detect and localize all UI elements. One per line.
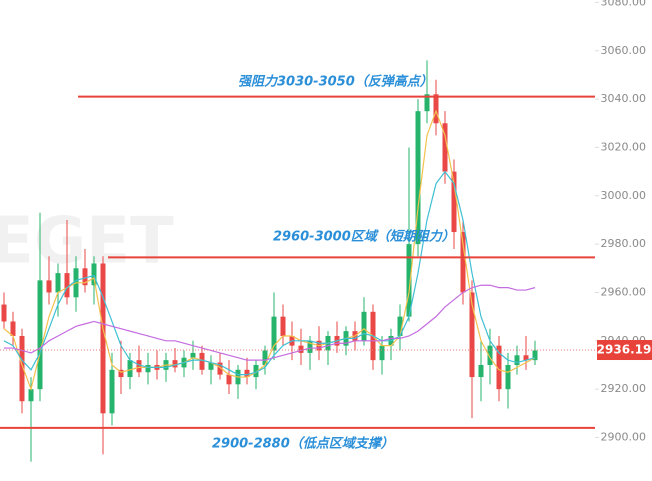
y-tick-label: 3040.00 [601, 92, 647, 105]
ma-line [3, 109, 536, 392]
candle-body [469, 292, 475, 378]
candle-body [109, 369, 115, 414]
candle-body [298, 345, 304, 353]
annotation: 2900-2880（低点区域支撑） [212, 436, 394, 452]
y-tick-label: 2980.00 [601, 237, 647, 250]
y-tick-label: 3000.00 [601, 189, 647, 202]
candle-body [199, 352, 205, 370]
candle-body [100, 263, 106, 414]
candle-body [19, 335, 25, 402]
y-tick-label: 3020.00 [601, 140, 647, 153]
y-tick-label: 2960.00 [601, 285, 647, 298]
candle-body [82, 268, 88, 286]
candle-body [127, 360, 133, 378]
candle-body [406, 244, 412, 317]
candle-body [415, 111, 421, 245]
ma-line [3, 170, 536, 376]
candle-body [496, 345, 502, 390]
candle-body [226, 374, 232, 385]
candle-body [46, 280, 52, 293]
candle-body [307, 340, 313, 353]
candle-body [514, 355, 520, 365]
candle-body [244, 369, 250, 378]
candle-body [280, 316, 286, 336]
y-tick-label: 3080.00 [601, 0, 647, 8]
candle-body [487, 345, 493, 365]
candle-body [10, 321, 16, 336]
candle-body [478, 364, 484, 378]
annotation: 强阻力3030-3050（反弹高点） [238, 74, 433, 90]
candle-body [379, 345, 385, 361]
candle-body [451, 171, 457, 233]
candle-body [523, 355, 529, 361]
candle-body [397, 316, 403, 336]
candle-body [262, 350, 268, 365]
candle-body [1, 304, 7, 322]
candle-body [361, 311, 367, 341]
candle-body [217, 362, 223, 375]
candle-body [64, 273, 70, 298]
y-tick-label: 2920.00 [601, 382, 647, 395]
price-tag [597, 340, 652, 361]
y-tick-label: 2900.00 [601, 430, 647, 443]
annotation: 2960-3000区域（短期阻力） [273, 229, 455, 245]
y-tick-label: 3060.00 [601, 44, 647, 57]
candle-body [118, 369, 124, 378]
candle-body [145, 364, 151, 373]
candle-body [424, 94, 430, 112]
candle-body [253, 364, 259, 378]
candle-body [208, 362, 214, 370]
candle-body [271, 316, 277, 351]
candle-body [172, 360, 178, 368]
candle-body [190, 352, 196, 358]
candle-body [460, 232, 466, 293]
candle-body [37, 280, 43, 390]
last-price-label: 2936.19 [597, 343, 652, 357]
candle-body [91, 263, 97, 286]
candle-body [433, 94, 439, 124]
candle-body [28, 389, 34, 402]
candle-body [136, 360, 142, 373]
candle-body [505, 364, 511, 390]
candle-body [55, 273, 61, 293]
candle-body [532, 350, 538, 361]
candle-body [442, 123, 448, 172]
ma-line [4, 284, 536, 361]
watermark: EGET [0, 205, 174, 279]
